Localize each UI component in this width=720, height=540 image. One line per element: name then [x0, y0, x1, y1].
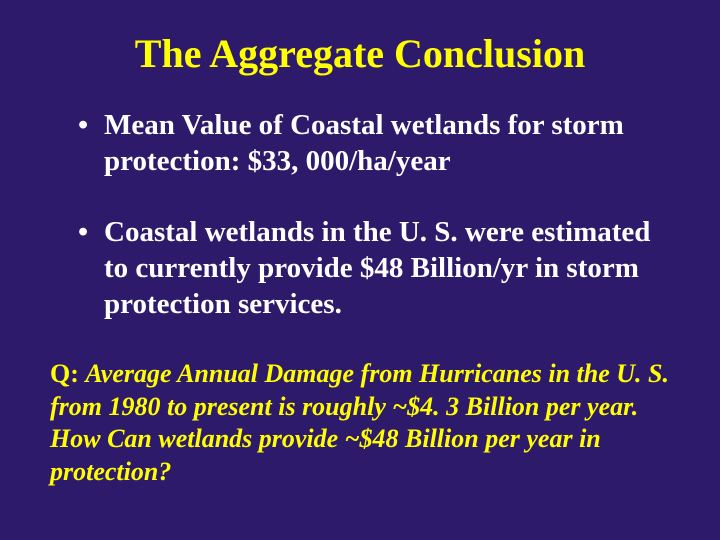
- bullet-item: Mean Value of Coastal wetlands for storm…: [78, 107, 680, 180]
- bullet-list: Mean Value of Coastal wetlands for storm…: [40, 107, 680, 322]
- question-text: Q: Average Annual Damage from Hurricanes…: [40, 358, 680, 488]
- slide-title: The Aggregate Conclusion: [40, 30, 680, 77]
- question-body: Average Annual Damage from Hurricanes in…: [50, 359, 669, 486]
- bullet-item: Coastal wetlands in the U. S. were estim…: [78, 214, 680, 323]
- question-prefix: Q:: [50, 359, 85, 388]
